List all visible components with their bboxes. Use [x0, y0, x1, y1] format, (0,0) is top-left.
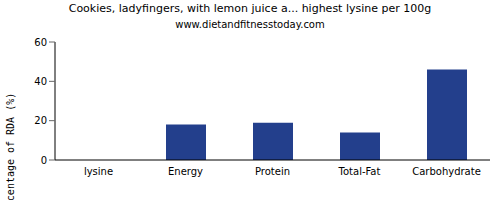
svg-text:lysine: lysine	[84, 166, 113, 177]
svg-text:20: 20	[34, 115, 47, 126]
svg-text:40: 40	[34, 76, 47, 87]
svg-text:0: 0	[41, 155, 47, 166]
svg-text:60: 60	[34, 37, 47, 48]
html-text:Cookies, ladyfingers, with lem: Cookies, ladyfingers, with lemon juice a…	[68, 2, 432, 15]
html-text:www.dietandfitnesstoday.com: www.dietandfitnesstoday.com	[175, 19, 325, 30]
svg-text:Percentage of RDA (%): Percentage of RDA (%)	[8, 93, 16, 200]
svg-text:Total-Fat: Total-Fat	[338, 166, 381, 177]
svg-text:Carbohydrate: Carbohydrate	[412, 166, 481, 177]
svg-text:Protein: Protein	[255, 166, 290, 177]
svg-text:Energy: Energy	[168, 166, 203, 177]
